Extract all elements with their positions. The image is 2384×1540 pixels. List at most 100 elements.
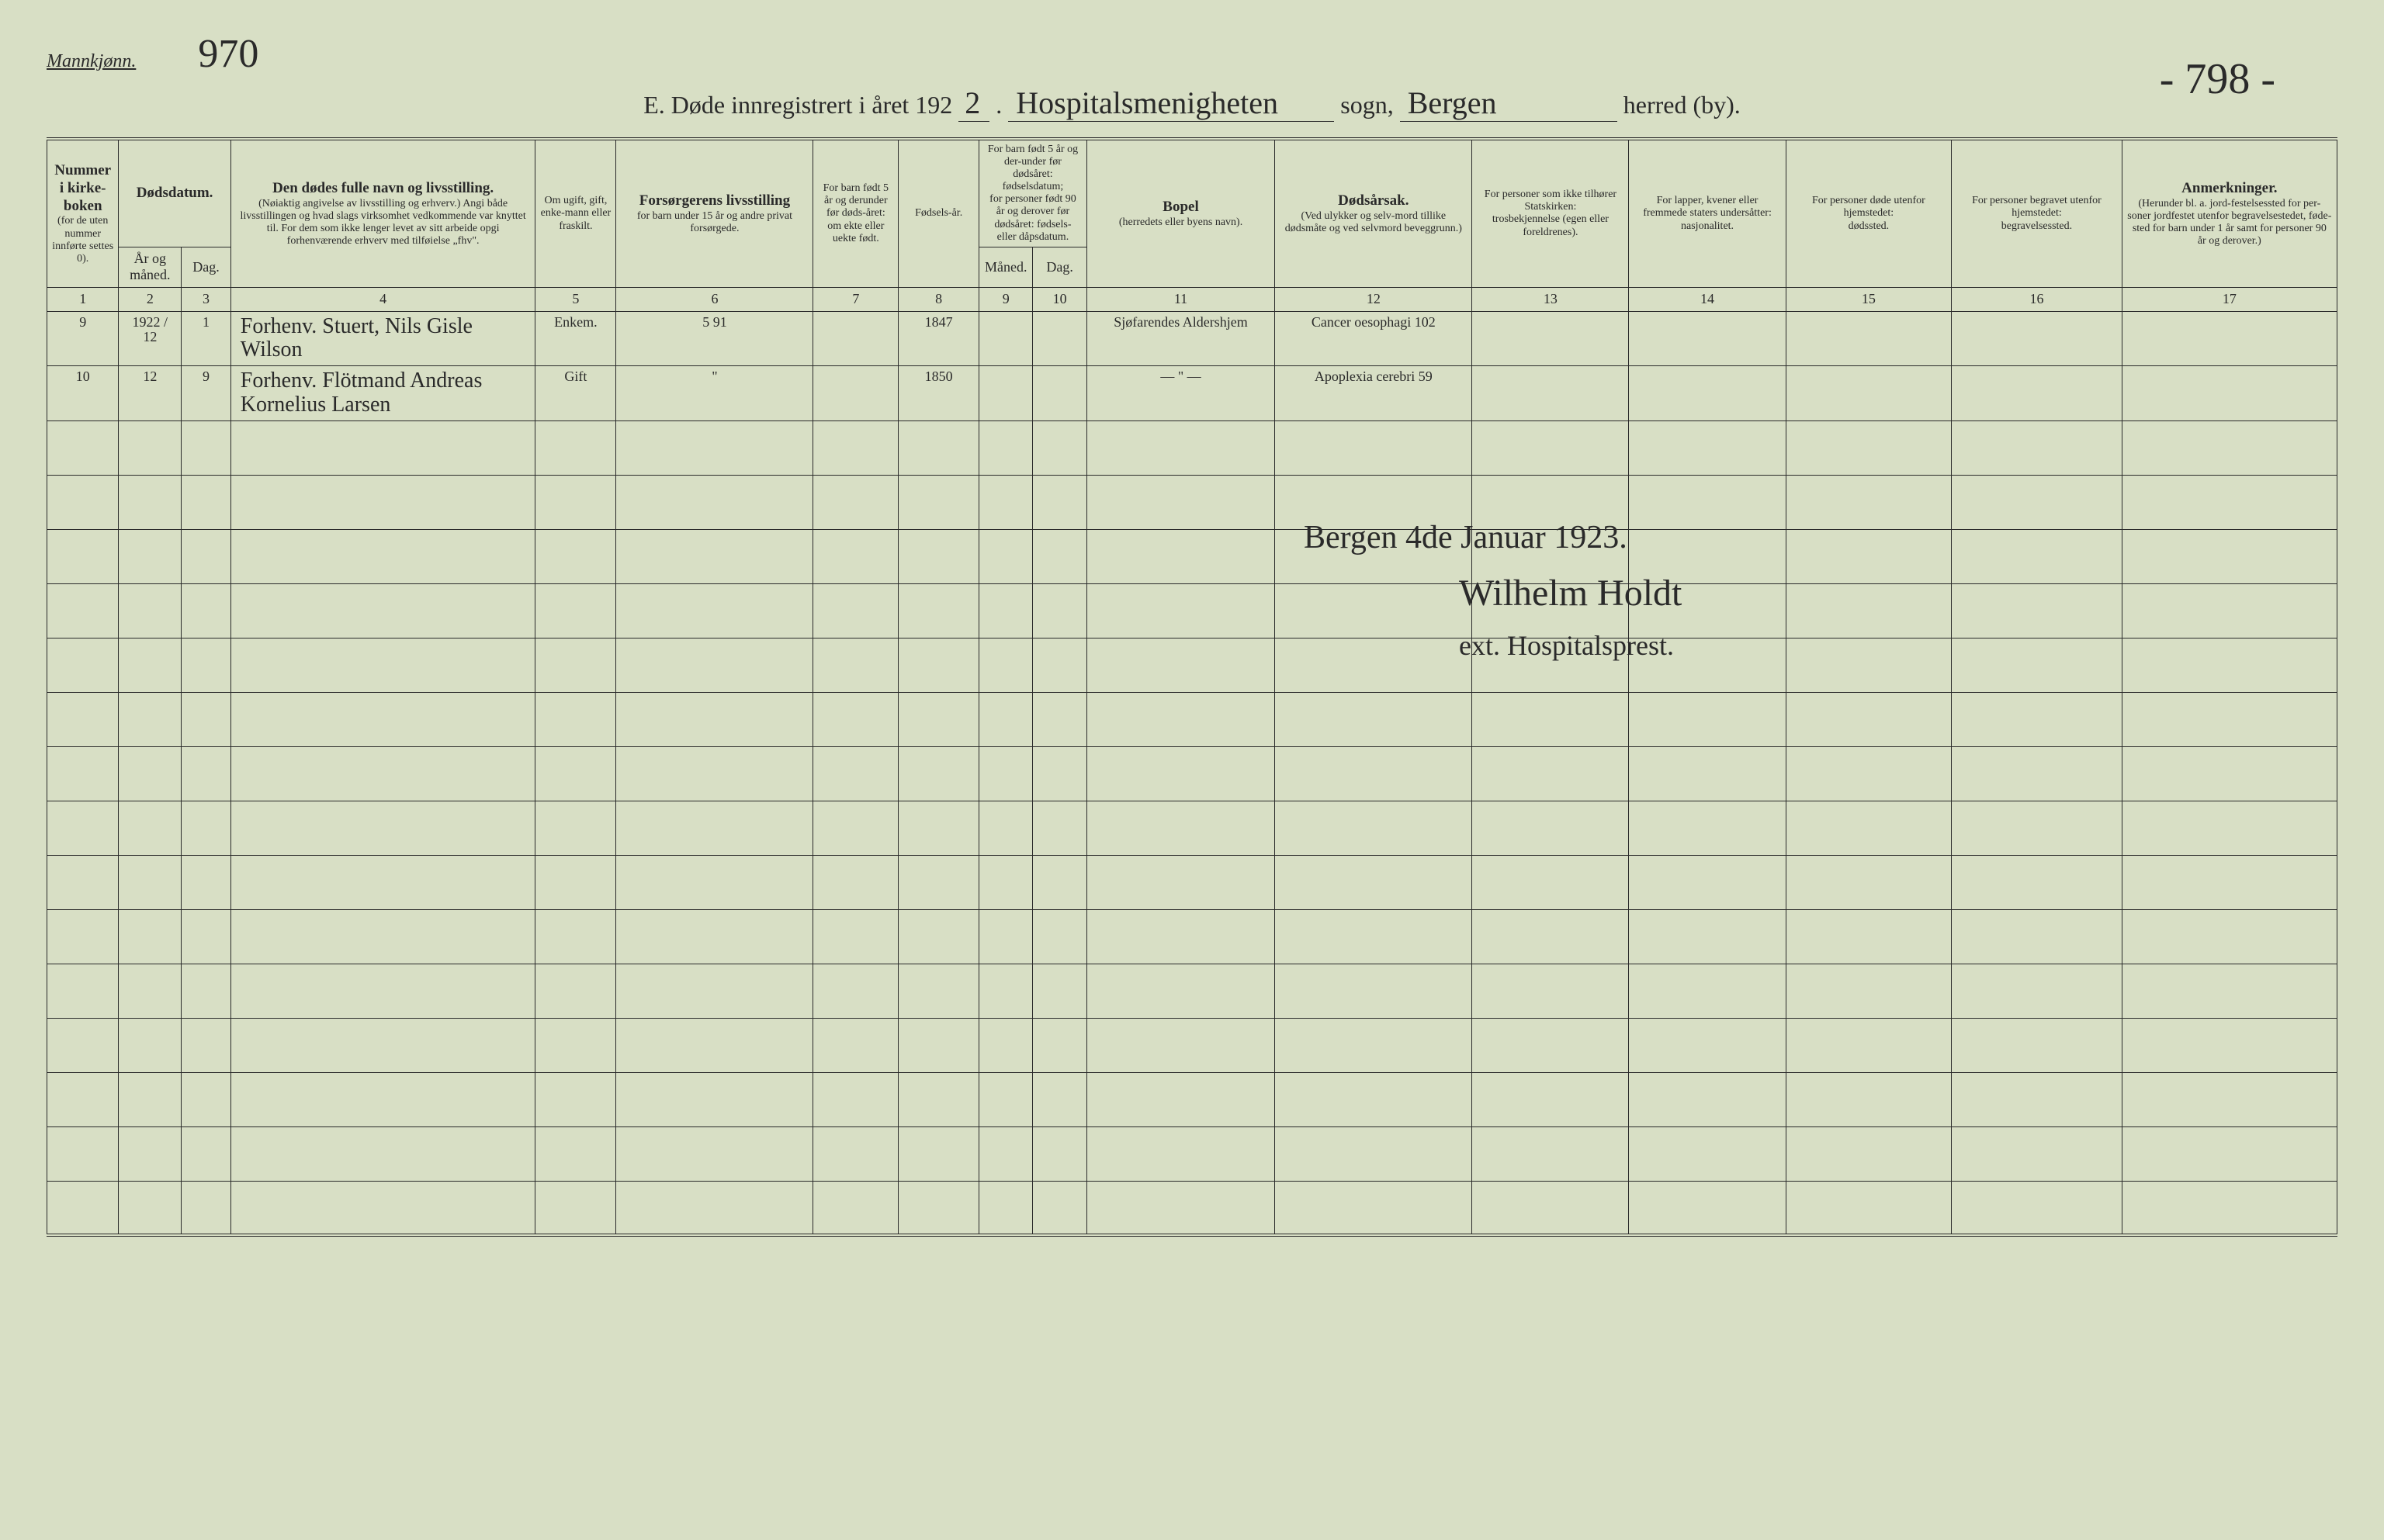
table-cell: [616, 855, 813, 909]
table-cell: [1786, 964, 1952, 1018]
table-cell: [535, 638, 616, 692]
table-cell: [1086, 420, 1275, 475]
table-cell: [230, 583, 535, 638]
table-cell: [1629, 801, 1786, 855]
table-cell: [979, 366, 1033, 421]
table-cell: [1952, 801, 2122, 855]
table-cell: [1275, 475, 1472, 529]
table-cell: [899, 909, 979, 964]
table-cell: [535, 475, 616, 529]
table-cell: [616, 1018, 813, 1072]
parish-label: sogn,: [1340, 91, 1393, 119]
table-cell: [813, 420, 899, 475]
col-header-8a: Måned.: [979, 247, 1033, 287]
table-cell: [47, 1018, 119, 1072]
table-cell: [899, 529, 979, 583]
table-cell: [230, 692, 535, 746]
table-cell: [899, 801, 979, 855]
table-cell: [1275, 638, 1472, 692]
table-cell: [1629, 855, 1786, 909]
table-cell: [119, 964, 182, 1018]
table-cell: 1850: [899, 366, 979, 421]
table-row: [47, 855, 2337, 909]
table-cell: [979, 855, 1033, 909]
table-cell: [47, 855, 119, 909]
table-cell: [182, 909, 231, 964]
table-cell: 1847: [899, 311, 979, 366]
table-cell: [535, 801, 616, 855]
page-number-left-hw: 970: [198, 31, 258, 77]
table-cell: [119, 692, 182, 746]
table-cell: [1033, 801, 1086, 855]
table-cell: [813, 964, 899, 1018]
table-cell: [182, 1126, 231, 1181]
table-cell: [47, 692, 119, 746]
table-cell: 5 91: [616, 311, 813, 366]
table-cell: [1952, 1072, 2122, 1126]
table-cell: [1952, 529, 2122, 583]
table-cell: [813, 1181, 899, 1235]
table-cell: [1786, 1181, 1952, 1235]
table-cell: [1472, 366, 1629, 421]
table-cell: [616, 420, 813, 475]
table-cell: [979, 1018, 1033, 1072]
table-cell: [1472, 1181, 1629, 1235]
table-cell: [1629, 366, 1786, 421]
table-cell: [1033, 1018, 1086, 1072]
table-row: [47, 909, 2337, 964]
table-cell: [535, 909, 616, 964]
table-cell: [1275, 909, 1472, 964]
table-cell: [1086, 692, 1275, 746]
table-cell: ": [616, 366, 813, 421]
table-cell: [182, 1072, 231, 1126]
table-cell: [1629, 475, 1786, 529]
table-row: [47, 801, 2337, 855]
table-cell: [2122, 1181, 2337, 1235]
table-cell: [1629, 1018, 1786, 1072]
table-cell: [979, 475, 1033, 529]
table-body: 91922 / 121Forhenv. Stuert, Nils Gisle W…: [47, 311, 2337, 1235]
col-header-4: Om ugift, gift, enke-mann eller fraskilt…: [535, 139, 616, 287]
table-cell: [1086, 801, 1275, 855]
table-cell: [1786, 420, 1952, 475]
table-cell: [119, 475, 182, 529]
table-cell: [182, 475, 231, 529]
table-cell: [1952, 638, 2122, 692]
table-cell: [535, 746, 616, 801]
table-cell: [47, 475, 119, 529]
table-cell: [230, 909, 535, 964]
col-header-6: For barn født 5 år og derunder før døds-…: [813, 139, 899, 287]
table-cell: [1629, 1181, 1786, 1235]
table-cell: [813, 692, 899, 746]
table-cell: [1086, 746, 1275, 801]
table-cell: [1033, 420, 1086, 475]
col-header-10: Dødsårsak. (Ved ulykker og selv-mord til…: [1275, 139, 1472, 287]
table-cell: [1472, 638, 1629, 692]
table-cell: [616, 1126, 813, 1181]
table-cell: [813, 529, 899, 583]
table-cell: [1952, 1018, 2122, 1072]
table-cell: [616, 964, 813, 1018]
table-cell: [1952, 475, 2122, 529]
table-cell: [1275, 692, 1472, 746]
table-cell: [1786, 909, 1952, 964]
column-numbers-row: 1 2 3 4 5 6 7 8 9 10 11 12 13 14 15 16 1…: [47, 287, 2337, 311]
table-cell: [1629, 311, 1786, 366]
table-cell: [119, 583, 182, 638]
table-cell: [182, 638, 231, 692]
table-cell: [1472, 1018, 1629, 1072]
col-header-13: For personer døde utenfor hjemstedet: dø…: [1786, 139, 1952, 287]
table-cell: [47, 801, 119, 855]
col-header-8b: Dag.: [1033, 247, 1086, 287]
col-header-2a: År og måned.: [119, 247, 182, 287]
col-header-14: For personer begravet utenfor hjemstedet…: [1952, 139, 2122, 287]
table-cell: [230, 420, 535, 475]
table-cell: [1472, 1072, 1629, 1126]
table-cell: [1033, 638, 1086, 692]
table-cell: 12: [119, 366, 182, 421]
table-cell: [47, 909, 119, 964]
table-cell: [1472, 746, 1629, 801]
table-cell: [1275, 855, 1472, 909]
table-cell: [1952, 692, 2122, 746]
ledger-page: Mannkjønn. 970 - 798 - E. Døde innregist…: [47, 31, 2337, 1509]
